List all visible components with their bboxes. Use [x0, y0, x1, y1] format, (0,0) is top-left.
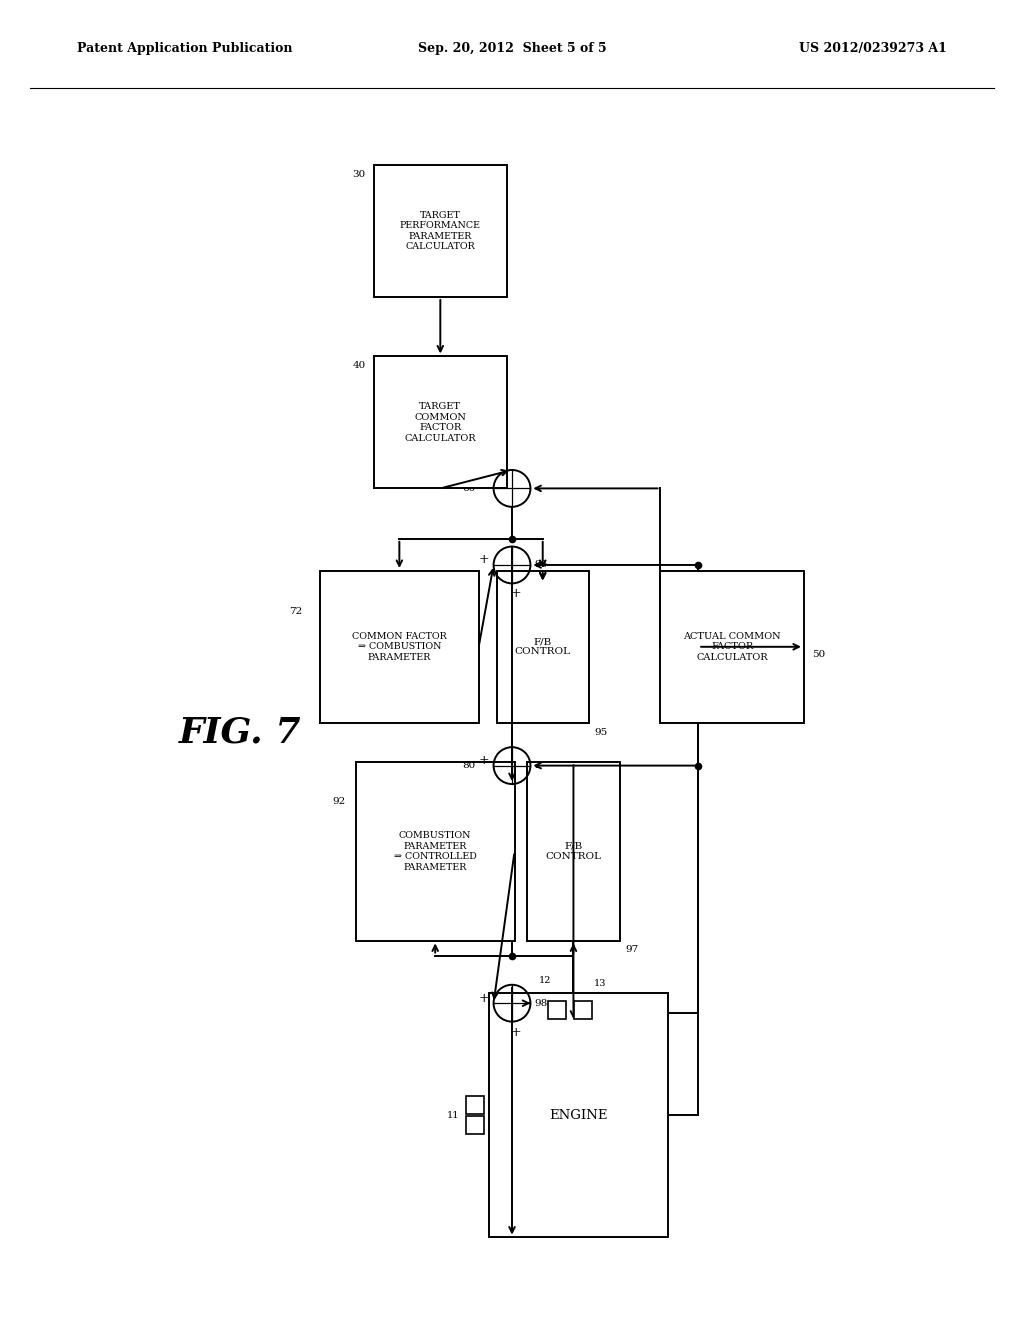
Bar: [374, 165, 507, 297]
Text: +: +: [479, 553, 489, 566]
Bar: [548, 1002, 565, 1019]
Bar: [527, 762, 620, 940]
Text: 92: 92: [333, 797, 346, 805]
Text: 30: 30: [352, 170, 366, 180]
Text: 97: 97: [626, 945, 639, 954]
Text: 98: 98: [535, 999, 548, 1007]
Bar: [466, 1097, 484, 1114]
Bar: [356, 762, 514, 940]
Text: 11: 11: [446, 1111, 459, 1119]
Text: +: +: [511, 1026, 521, 1039]
Bar: [374, 356, 507, 488]
Text: TARGET
PERFORMANCE
PARAMETER
CALCULATOR: TARGET PERFORMANCE PARAMETER CALCULATOR: [399, 211, 481, 251]
Text: Sep. 20, 2012  Sheet 5 of 5: Sep. 20, 2012 Sheet 5 of 5: [418, 42, 606, 55]
Text: F/B
CONTROL: F/B CONTROL: [546, 842, 601, 861]
Text: FIG. 7: FIG. 7: [179, 715, 302, 750]
Text: 72: 72: [289, 607, 302, 615]
Text: 13: 13: [594, 979, 606, 989]
Text: F/B
CONTROL: F/B CONTROL: [515, 638, 570, 656]
Bar: [573, 1002, 592, 1019]
Text: 50: 50: [812, 651, 825, 659]
Text: 80: 80: [462, 762, 475, 770]
Text: US 2012/0239273 A1: US 2012/0239273 A1: [800, 42, 947, 55]
Text: Patent Application Publication: Patent Application Publication: [77, 42, 292, 55]
Text: ENGINE: ENGINE: [549, 1109, 608, 1122]
Text: -: -: [535, 759, 541, 776]
Text: 12: 12: [539, 977, 552, 985]
Text: -: -: [535, 482, 541, 499]
Text: +: +: [511, 587, 521, 601]
Bar: [319, 570, 479, 723]
Text: 60: 60: [462, 484, 475, 492]
Text: +: +: [479, 754, 489, 767]
Text: 95: 95: [595, 727, 608, 737]
Text: 40: 40: [352, 362, 366, 371]
Bar: [466, 1117, 484, 1134]
Text: 96: 96: [535, 561, 548, 569]
Text: COMMON FACTOR
⇒ COMBUSTION
PARAMETER: COMMON FACTOR ⇒ COMBUSTION PARAMETER: [352, 632, 446, 661]
Text: +: +: [479, 477, 489, 490]
Text: COMBUSTION
PARAMETER
⇒ CONTROLLED
PARAMETER: COMBUSTION PARAMETER ⇒ CONTROLLED PARAME…: [394, 832, 476, 871]
Bar: [660, 570, 804, 723]
Bar: [497, 570, 589, 723]
Bar: [488, 993, 668, 1237]
Text: ACTUAL COMMON
FACTOR
CALCULATOR: ACTUAL COMMON FACTOR CALCULATOR: [683, 632, 781, 661]
Text: +: +: [479, 991, 489, 1005]
Text: TARGET
COMMON
FACTOR
CALCULATOR: TARGET COMMON FACTOR CALCULATOR: [404, 403, 476, 442]
